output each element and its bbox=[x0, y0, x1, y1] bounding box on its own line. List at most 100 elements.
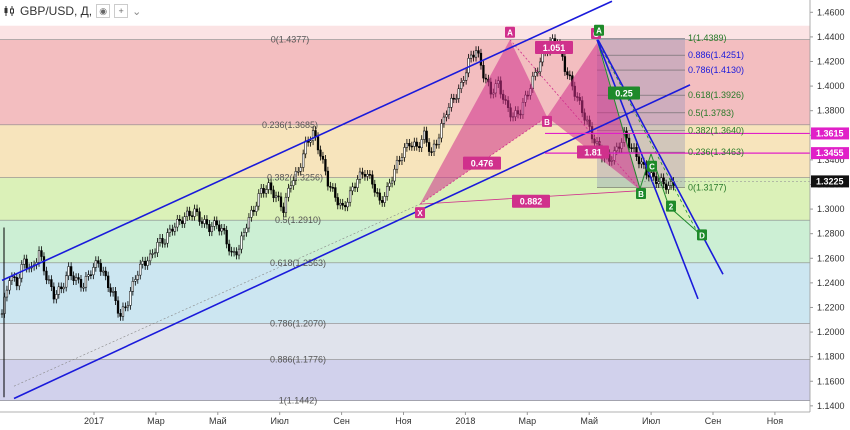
candle-body bbox=[166, 232, 169, 244]
eye-icon[interactable]: ◉ bbox=[96, 4, 111, 18]
candle-body bbox=[87, 274, 90, 277]
retracement-label: 0.5(1.3783) bbox=[688, 108, 734, 118]
candle-body bbox=[52, 286, 55, 300]
symbol-title[interactable]: GBP/USD, Д, bbox=[20, 4, 93, 18]
retracement-label: 0.618(1.3926) bbox=[688, 90, 744, 100]
candle-body bbox=[635, 147, 638, 157]
price-tick-label: 1.2200 bbox=[817, 302, 845, 312]
candle-body bbox=[447, 107, 451, 116]
fib-level-label: 0(1.4377) bbox=[271, 35, 310, 45]
candle-body bbox=[235, 251, 238, 256]
candle-body bbox=[474, 50, 478, 58]
ratio-label: 0.882 bbox=[520, 197, 543, 207]
pattern-point-label: A bbox=[507, 29, 513, 38]
candle-body bbox=[467, 57, 470, 74]
time-tick-label: 2018 bbox=[455, 416, 475, 426]
ratio-label: 1.81 bbox=[584, 148, 602, 158]
pattern-point-label: B bbox=[544, 118, 550, 127]
candle-body bbox=[272, 189, 275, 199]
candle-body bbox=[15, 277, 18, 287]
wave-point-badge bbox=[697, 229, 707, 241]
candle-body bbox=[425, 130, 428, 143]
candle-body bbox=[462, 80, 465, 83]
candle-body bbox=[302, 153, 305, 168]
candle-body bbox=[403, 147, 406, 158]
candle-body bbox=[257, 193, 260, 207]
fib-zone-top bbox=[0, 25, 810, 40]
candle-body bbox=[65, 275, 68, 288]
candle-body bbox=[373, 183, 376, 193]
candle-body bbox=[336, 197, 339, 206]
candle-body bbox=[274, 195, 278, 199]
pattern-point-badge bbox=[415, 207, 425, 219]
harmonic-ad-line bbox=[509, 39, 642, 191]
price-tick-label: 1.4000 bbox=[817, 81, 845, 91]
candle-body bbox=[279, 196, 283, 208]
fib-zone bbox=[0, 359, 810, 401]
candle-body bbox=[309, 140, 312, 143]
harmonic-triangle-xab bbox=[420, 39, 547, 205]
candle-body bbox=[664, 183, 668, 190]
candle-body bbox=[304, 140, 307, 155]
add-indicator-icon[interactable]: + bbox=[114, 4, 129, 18]
candle-body bbox=[8, 280, 11, 291]
candle-body bbox=[457, 88, 460, 99]
candle-body bbox=[89, 274, 93, 276]
candle-body bbox=[284, 196, 288, 213]
wave-point-badge bbox=[666, 200, 676, 212]
candle-body bbox=[67, 266, 70, 277]
candle-body bbox=[247, 217, 251, 229]
candle-body bbox=[97, 260, 100, 264]
candle-body bbox=[173, 226, 176, 232]
candle-body bbox=[121, 306, 125, 317]
dropdown-chevron-icon[interactable]: ⌄ bbox=[132, 5, 142, 18]
price-label: 1.3455 bbox=[816, 148, 844, 158]
candle-body bbox=[329, 185, 332, 188]
candle-body bbox=[395, 159, 399, 170]
candle-body bbox=[627, 137, 631, 148]
candle-body bbox=[47, 279, 51, 281]
candle-body bbox=[252, 209, 255, 212]
chart-type-icon[interactable] bbox=[2, 4, 16, 18]
candle-body bbox=[136, 274, 139, 280]
candle-body bbox=[193, 208, 196, 217]
retracement-label: 0.786(1.4130) bbox=[688, 65, 744, 75]
fib-level-label: 0.618(1.2563) bbox=[270, 258, 326, 268]
candle-body bbox=[415, 141, 418, 147]
candle-body bbox=[356, 179, 359, 188]
candle-body bbox=[45, 270, 48, 281]
candle-body bbox=[114, 291, 117, 301]
candle-body bbox=[129, 291, 132, 306]
candle-body bbox=[388, 182, 391, 187]
candle-body bbox=[74, 277, 78, 281]
candle-body bbox=[220, 228, 223, 232]
candle-body bbox=[381, 200, 384, 203]
candle-body bbox=[92, 267, 95, 276]
candle-body bbox=[472, 54, 475, 58]
candle-body bbox=[250, 209, 253, 218]
candle-body bbox=[190, 215, 194, 217]
candle-body bbox=[390, 180, 394, 184]
candle-body bbox=[568, 74, 571, 77]
candle-body bbox=[144, 260, 147, 266]
candle-body bbox=[482, 65, 485, 79]
candle-body bbox=[361, 171, 364, 175]
candle-body bbox=[232, 251, 236, 253]
candle-body bbox=[464, 72, 468, 81]
price-label: 1.3225 bbox=[816, 176, 844, 186]
candle-body bbox=[116, 300, 120, 314]
candle-body bbox=[637, 156, 641, 165]
candle-body bbox=[40, 250, 43, 257]
candle-body bbox=[183, 216, 186, 224]
price-tick-label: 1.4600 bbox=[817, 7, 845, 17]
candle-body bbox=[50, 279, 53, 287]
candle-body bbox=[195, 208, 199, 213]
candle-body bbox=[445, 114, 448, 118]
candle-body bbox=[186, 210, 189, 217]
candle-body bbox=[625, 131, 628, 139]
candle-body bbox=[13, 276, 16, 278]
candle-body bbox=[107, 275, 110, 288]
candle-body bbox=[245, 227, 248, 233]
candle-body bbox=[437, 137, 441, 145]
